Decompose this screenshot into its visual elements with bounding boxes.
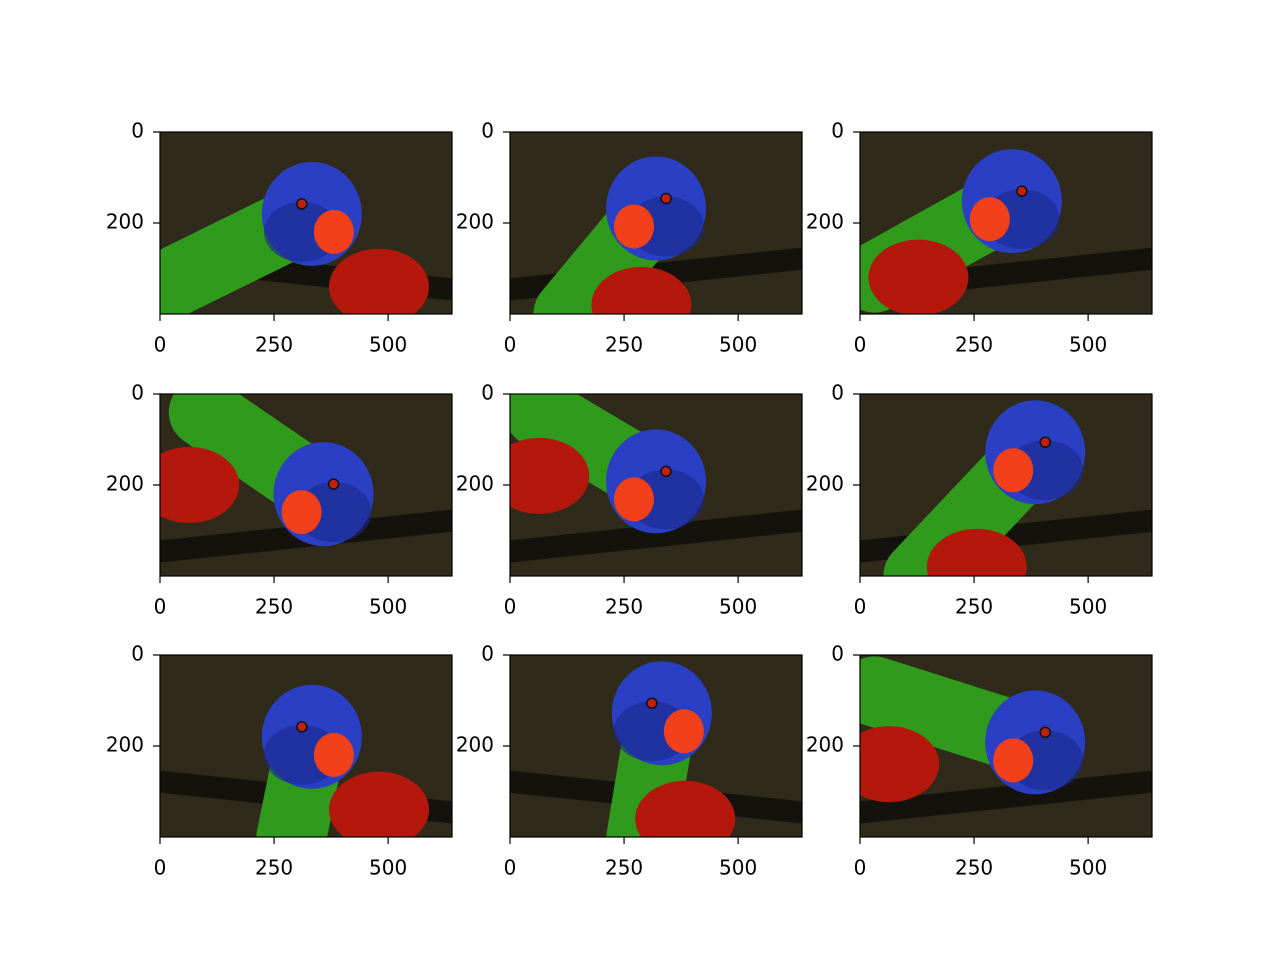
eye bbox=[296, 198, 308, 210]
subplot: 0 250 500 0 200 bbox=[806, 119, 1153, 357]
image bbox=[860, 655, 1152, 837]
x-tick-label: 0 bbox=[504, 595, 517, 619]
eye bbox=[327, 478, 340, 490]
y-tick-label: 200 bbox=[456, 733, 494, 757]
subplot: 0 250 500 0 200 bbox=[106, 642, 453, 880]
subplot: 0 250 500 0 200 bbox=[806, 381, 1153, 619]
subplot: 0 250 500 0 200 bbox=[456, 381, 803, 619]
image bbox=[860, 132, 1152, 314]
x-tick-label: 250 bbox=[255, 856, 293, 880]
y-tick-label: 0 bbox=[831, 381, 844, 405]
chest bbox=[635, 780, 736, 837]
y-tick-label: 200 bbox=[456, 472, 494, 496]
y-tick-label: 0 bbox=[481, 381, 494, 405]
beak bbox=[313, 209, 354, 254]
x-tick-label: 500 bbox=[719, 595, 757, 619]
x-tick-label: 500 bbox=[1069, 856, 1107, 880]
y-tick-label: 200 bbox=[806, 210, 844, 234]
beak bbox=[313, 732, 354, 777]
beak bbox=[969, 197, 1010, 242]
image bbox=[160, 655, 452, 837]
y-tick-label: 0 bbox=[131, 119, 144, 143]
x-tick-label: 500 bbox=[719, 856, 757, 880]
subplot: 0 250 500 0 200 bbox=[456, 642, 803, 880]
eye bbox=[1039, 726, 1051, 739]
y-tick-label: 0 bbox=[481, 119, 494, 143]
chest bbox=[329, 248, 429, 314]
beak bbox=[663, 709, 704, 754]
y-tick-label: 0 bbox=[131, 381, 144, 405]
beak bbox=[281, 490, 322, 535]
chest bbox=[160, 447, 240, 523]
image bbox=[160, 394, 452, 576]
branch bbox=[860, 768, 1152, 826]
chest bbox=[860, 726, 940, 803]
x-tick-label: 500 bbox=[369, 595, 407, 619]
y-tick-label: 0 bbox=[131, 642, 144, 666]
eye bbox=[1016, 185, 1028, 197]
beak bbox=[993, 738, 1034, 783]
x-tick-label: 500 bbox=[1069, 595, 1107, 619]
x-tick-label: 250 bbox=[955, 333, 993, 357]
x-tick-label: 0 bbox=[854, 595, 867, 619]
x-tick-label: 500 bbox=[369, 333, 407, 357]
x-tick-label: 500 bbox=[1069, 333, 1107, 357]
chest bbox=[591, 266, 692, 314]
eye bbox=[296, 721, 308, 733]
chest bbox=[926, 528, 1027, 576]
eye bbox=[646, 697, 658, 709]
x-tick-label: 250 bbox=[605, 856, 643, 880]
y-tick-label: 0 bbox=[481, 642, 494, 666]
branch bbox=[510, 507, 802, 565]
y-tick-label: 200 bbox=[806, 733, 844, 757]
y-tick-label: 200 bbox=[456, 210, 494, 234]
x-tick-label: 0 bbox=[154, 595, 167, 619]
chest bbox=[868, 239, 969, 314]
subplot: 0 250 500 0 200 bbox=[106, 119, 453, 357]
subplot: 0 250 500 0 200 bbox=[106, 381, 453, 619]
image bbox=[510, 394, 802, 576]
x-tick-label: 0 bbox=[504, 856, 517, 880]
y-tick-label: 200 bbox=[106, 210, 144, 234]
x-tick-label: 250 bbox=[255, 333, 293, 357]
y-tick-label: 0 bbox=[831, 119, 844, 143]
beak bbox=[993, 448, 1034, 493]
x-tick-label: 250 bbox=[605, 595, 643, 619]
eye bbox=[660, 192, 672, 205]
subplot: 0 250 500 0 200 bbox=[806, 642, 1153, 880]
x-tick-label: 0 bbox=[854, 856, 867, 880]
eye bbox=[1039, 436, 1051, 448]
x-tick-label: 0 bbox=[154, 333, 167, 357]
x-tick-label: 250 bbox=[255, 595, 293, 619]
y-tick-label: 200 bbox=[806, 472, 844, 496]
eye bbox=[660, 465, 672, 478]
x-tick-label: 250 bbox=[955, 856, 993, 880]
image bbox=[510, 655, 802, 837]
x-tick-label: 0 bbox=[154, 856, 167, 880]
x-tick-label: 0 bbox=[504, 333, 517, 357]
image bbox=[860, 394, 1152, 576]
image bbox=[510, 132, 802, 314]
subplot: 0 250 500 0 200 bbox=[456, 119, 803, 357]
beak bbox=[614, 477, 654, 522]
chest bbox=[329, 771, 429, 837]
chest bbox=[510, 437, 590, 514]
x-tick-label: 250 bbox=[955, 595, 993, 619]
x-tick-label: 500 bbox=[719, 333, 757, 357]
beak bbox=[614, 204, 654, 249]
x-tick-label: 250 bbox=[605, 333, 643, 357]
x-tick-label: 0 bbox=[854, 333, 867, 357]
y-tick-label: 200 bbox=[106, 733, 144, 757]
y-tick-label: 200 bbox=[106, 472, 144, 496]
image bbox=[160, 132, 452, 314]
y-tick-label: 0 bbox=[831, 642, 844, 666]
x-tick-label: 500 bbox=[369, 856, 407, 880]
